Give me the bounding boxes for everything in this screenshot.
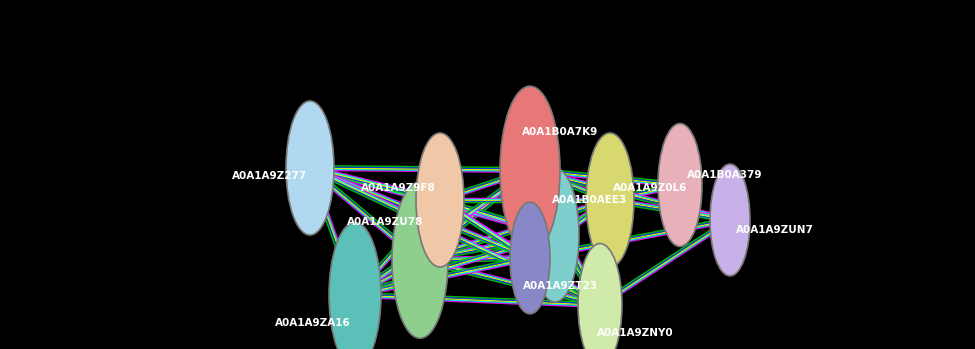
- Text: A0A1A9Z0L6: A0A1A9Z0L6: [613, 183, 687, 193]
- Ellipse shape: [286, 101, 334, 235]
- Ellipse shape: [586, 133, 634, 267]
- Text: A0A1A9Z277: A0A1A9Z277: [232, 171, 308, 181]
- Text: A0A1A9Z9F8: A0A1A9Z9F8: [361, 183, 436, 193]
- Ellipse shape: [531, 168, 579, 302]
- Ellipse shape: [658, 124, 702, 246]
- Ellipse shape: [710, 164, 750, 276]
- Text: A0A1A9ZU78: A0A1A9ZU78: [347, 217, 423, 227]
- Text: A0A1A9ZUN7: A0A1A9ZUN7: [736, 225, 814, 235]
- Text: A0A1A9ZT23: A0A1A9ZT23: [523, 281, 598, 291]
- Text: A0A1A9ZA16: A0A1A9ZA16: [275, 318, 351, 328]
- Ellipse shape: [500, 86, 560, 254]
- Ellipse shape: [578, 244, 622, 349]
- Text: A0A1A9ZNY0: A0A1A9ZNY0: [597, 328, 674, 338]
- Ellipse shape: [329, 222, 381, 349]
- Ellipse shape: [510, 202, 550, 314]
- Text: A0A1B0A7K9: A0A1B0A7K9: [522, 127, 598, 137]
- Ellipse shape: [392, 182, 448, 338]
- Text: A0A1B0AEE3: A0A1B0AEE3: [553, 195, 628, 205]
- Ellipse shape: [416, 133, 464, 267]
- Text: A0A1B0A379: A0A1B0A379: [687, 170, 762, 180]
